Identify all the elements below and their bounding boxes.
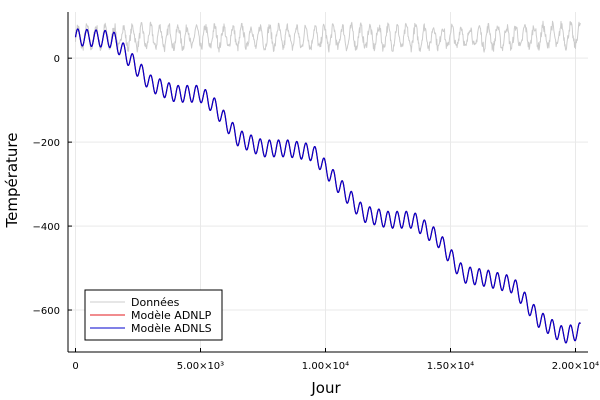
x-tick-label: 1.00×10⁴ xyxy=(302,361,349,372)
x-tick-label: 5.00×10³ xyxy=(177,361,224,372)
legend-label-2: Modèle ADNLS xyxy=(131,322,212,335)
x-tick-label: 1.50×10⁴ xyxy=(427,361,474,372)
x-ticks: 0 5.00×10³ 1.00×10⁴ 1.50×10⁴ 2.00×10⁴ xyxy=(72,348,599,372)
axes xyxy=(67,12,588,353)
legend: Données Modèle ADNLP Modèle ADNLS xyxy=(84,289,223,341)
y-axis-title: Température xyxy=(3,132,21,228)
legend-label-0: Données xyxy=(131,296,180,309)
y-ticks: 0 −200 −400 −600 xyxy=(33,54,72,317)
series-layer xyxy=(74,20,581,344)
x-tick-label: 0 xyxy=(72,361,78,372)
grid xyxy=(68,12,588,352)
series-line-2 xyxy=(74,28,581,344)
legend-label-1: Modèle ADNLP xyxy=(131,309,212,322)
x-axis-title: Jour xyxy=(310,379,341,397)
y-tick-label: −200 xyxy=(33,138,60,149)
y-tick-label: −400 xyxy=(33,222,60,233)
x-tick-label: 2.00×10⁴ xyxy=(552,361,599,372)
y-tick-label: −600 xyxy=(33,306,60,317)
series-line-0 xyxy=(75,20,581,53)
y-tick-label: 0 xyxy=(54,54,60,65)
